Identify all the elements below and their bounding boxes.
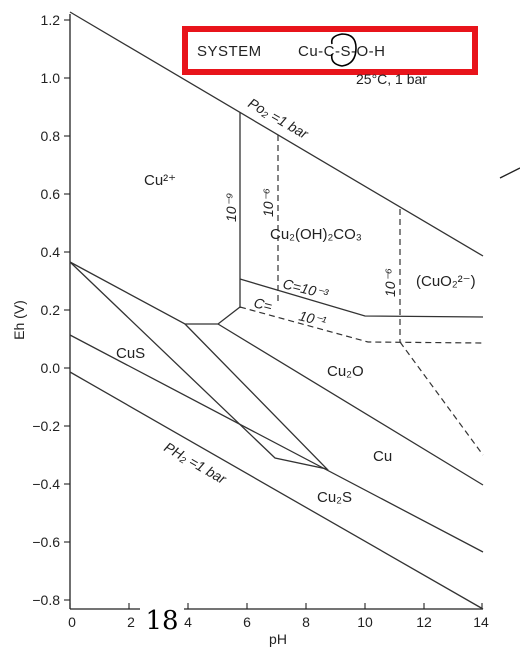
region-cu2-label: Cu²⁺	[144, 172, 176, 189]
handwritten-circle-annotation	[330, 33, 357, 67]
y-tick-label: 1.2	[41, 12, 61, 28]
c-10-1-line	[239, 306, 484, 344]
y-axis-title: Eh (V)	[11, 300, 27, 340]
y-tick-label: −0.6	[32, 534, 60, 550]
x-axis-title: pH	[269, 631, 287, 647]
system-header: SYSTEM Cu-C-S-O-H 25°C, 1 bar	[182, 26, 478, 87]
c-10-1-label-b: 10⁻¹	[297, 307, 328, 329]
system-formula: Cu-C-S-O-H	[298, 43, 386, 60]
po2-line	[69, 11, 484, 257]
y-tick-label: 0.2	[41, 302, 61, 318]
x-tick-label: 6	[243, 614, 251, 630]
y-tick-label: 0.6	[41, 186, 61, 202]
activity-10-6-label: 10⁻⁶	[260, 188, 276, 217]
pen-mark	[499, 167, 520, 179]
cu2-cus-boundary	[69, 261, 241, 325]
y-tick-label: −0.4	[32, 476, 60, 492]
ph2-label: PH₂ =1 bar	[162, 439, 231, 488]
y-tick-label: 0.8	[41, 128, 61, 144]
region-cus-label: CuS	[116, 345, 145, 362]
y-tick-label: 0.0	[41, 360, 61, 376]
system-conditions: 25°C, 1 bar	[356, 71, 427, 87]
region-malachite-label: Cu₂(OH)₂CO₃	[270, 226, 362, 243]
cu-cu2s-boundary	[69, 334, 484, 553]
x-tick-label: 12	[416, 614, 432, 630]
page-number: 18	[145, 606, 178, 636]
x-tick-label: 0	[68, 614, 76, 630]
x-tick-label: 4	[184, 614, 192, 630]
y-tick-label: −0.2	[32, 418, 60, 434]
y-tick-label: −0.8	[32, 592, 60, 608]
region-cuo2-label: (CuO₂²⁻)	[416, 273, 476, 290]
region-cu2s-label: Cu₂S	[317, 489, 352, 506]
region-labels: Cu²⁺ Cu₂(OH)₂CO₃ (CuO₂²⁻) CuS Cu₂O Cu Cu…	[116, 172, 476, 506]
y-axis: 1.2 1.0 0.8 0.6 0.4 0.2 0.0 −0.2 −0.4 −0…	[11, 12, 70, 608]
y-tick-label: 0.4	[41, 244, 61, 260]
c-10-3-line	[239, 278, 484, 318]
activity-10-6-label: 10⁻⁶	[382, 268, 398, 297]
x-tick-label: 14	[473, 614, 489, 630]
ph2-line	[69, 371, 484, 610]
region-cu-label: Cu	[373, 448, 392, 465]
cu2o-cu-boundary	[217, 323, 484, 486]
boundary-lines	[69, 11, 484, 610]
system-title: SYSTEM	[197, 43, 262, 60]
y-tick-label: 1.0	[41, 70, 61, 86]
cus-cu2s-wedge	[69, 261, 329, 471]
x-tick-label: 10	[357, 614, 373, 630]
x-tick-label: 8	[302, 614, 310, 630]
plot-frame	[69, 14, 483, 610]
x-axis: 0 2 4 6 8 10 12 14 pH	[68, 603, 489, 647]
activity-10-9-label: 10⁻⁹	[223, 193, 239, 222]
x-tick-label: 2	[127, 614, 135, 630]
page-number-backdrop	[140, 600, 184, 636]
region-cu2o-label: Cu₂O	[327, 363, 364, 380]
highlight-box	[182, 26, 478, 75]
cu2o-cuo2-boundary	[399, 341, 484, 456]
c-10-1-label-a: C=	[252, 294, 274, 314]
